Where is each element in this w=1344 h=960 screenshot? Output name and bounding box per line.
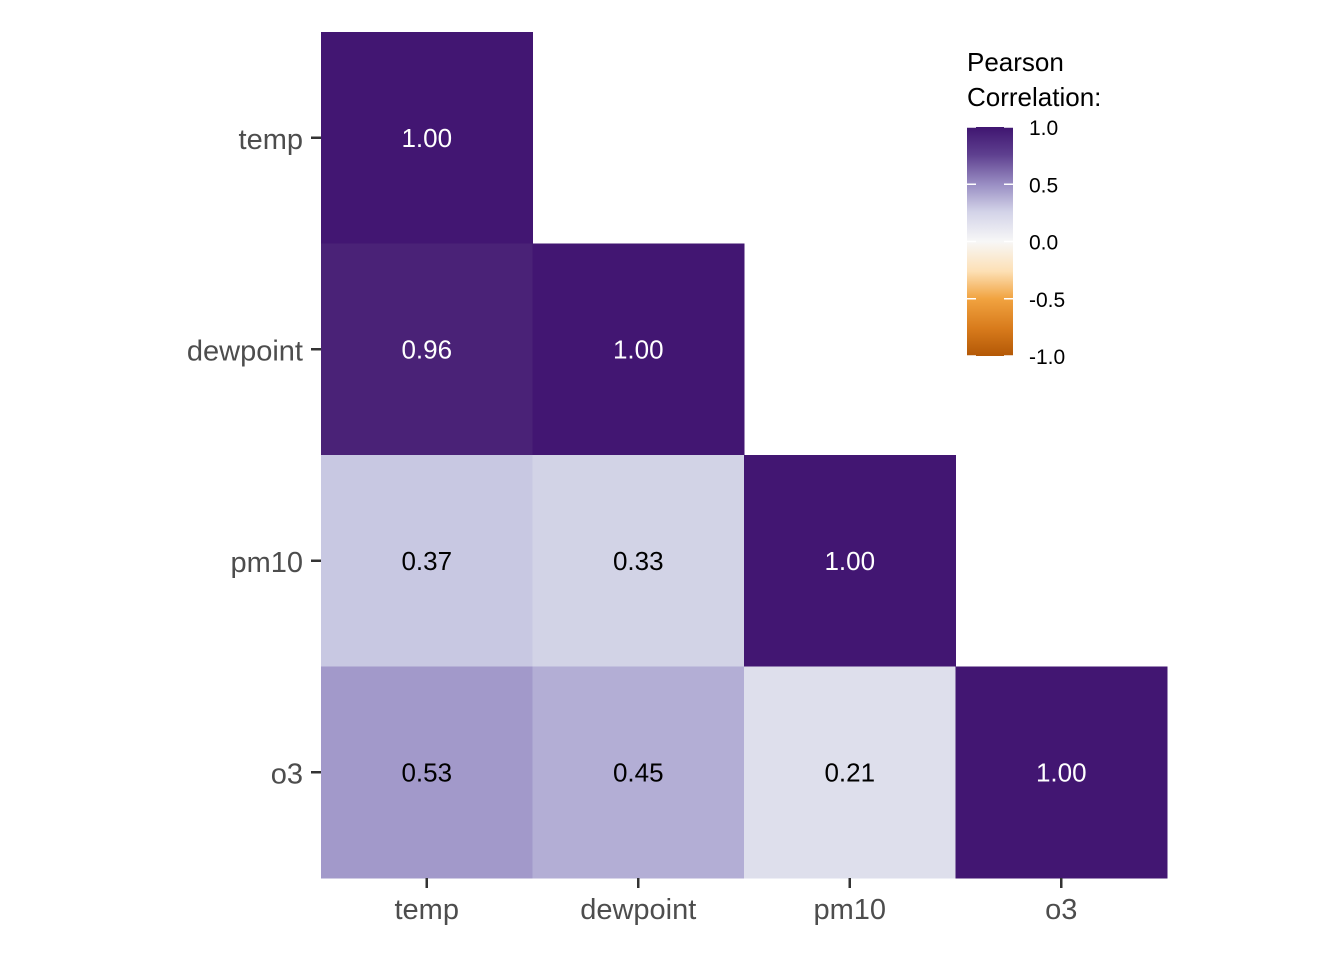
legend-tick-label: -0.5 (1029, 289, 1065, 312)
heatmap-cell (321, 666, 533, 879)
y-tick-label: temp (239, 124, 303, 156)
cell-value-label: 0.21 (824, 757, 875, 787)
heatmap-cell (955, 666, 1168, 879)
x-tick-label: pm10 (813, 894, 886, 926)
legend-tick-label: 1.0 (1029, 117, 1058, 140)
cell-value-label: 1.00 (401, 123, 452, 153)
heatmap-cell (321, 243, 533, 456)
heatmap-cell (532, 243, 745, 456)
heatmap-cell (321, 32, 533, 244)
cell-value-label: 0.96 (401, 334, 452, 364)
heatmap-cell (532, 455, 745, 667)
heatmap-cell (744, 666, 956, 879)
y-tick-label: pm10 (230, 547, 303, 579)
heatmap-cell (321, 455, 533, 667)
y-tick-label: dewpoint (187, 335, 303, 367)
legend-tick-label: 0.5 (1029, 174, 1058, 197)
y-tick-label: o3 (271, 758, 303, 790)
cell-value-label: 0.53 (401, 757, 452, 787)
y-axis: temp dewpoint pm10 o3 (187, 124, 321, 790)
cell-value-label: 1.00 (824, 546, 875, 576)
x-tick-label: dewpoint (580, 894, 696, 926)
x-tick-label: o3 (1045, 894, 1077, 926)
legend: Pearson Correlation: 1.0 0.5 0.0 -0.5 -1.0 (967, 47, 1101, 369)
legend-tick-label: 0.0 (1029, 232, 1058, 255)
cell-value-label: 1.00 (1036, 757, 1087, 787)
legend-title-line-1: Pearson (967, 47, 1064, 77)
legend-ticks: 1.0 0.5 0.0 -0.5 -1.0 (967, 117, 1065, 369)
heatmap-cell-labels: 1.00 0.96 1.00 0.37 0.33 1.00 0.53 0.45 0.21 1.00 (401, 123, 1086, 788)
cell-value-label: 0.33 (613, 546, 664, 576)
legend-tick-label: -1.0 (1029, 346, 1065, 369)
heatmap-cell (532, 666, 745, 879)
cell-value-label: 0.37 (401, 546, 452, 576)
heatmap-cell (744, 455, 956, 667)
cell-value-label: 1.00 (613, 334, 664, 364)
legend-title-line-2: Correlation: (967, 82, 1101, 112)
x-axis: temp dewpoint pm10 o3 (395, 878, 1077, 926)
x-tick-label: temp (395, 894, 459, 926)
cell-value-label: 0.45 (613, 757, 664, 787)
heatmap-cells (321, 32, 1168, 879)
